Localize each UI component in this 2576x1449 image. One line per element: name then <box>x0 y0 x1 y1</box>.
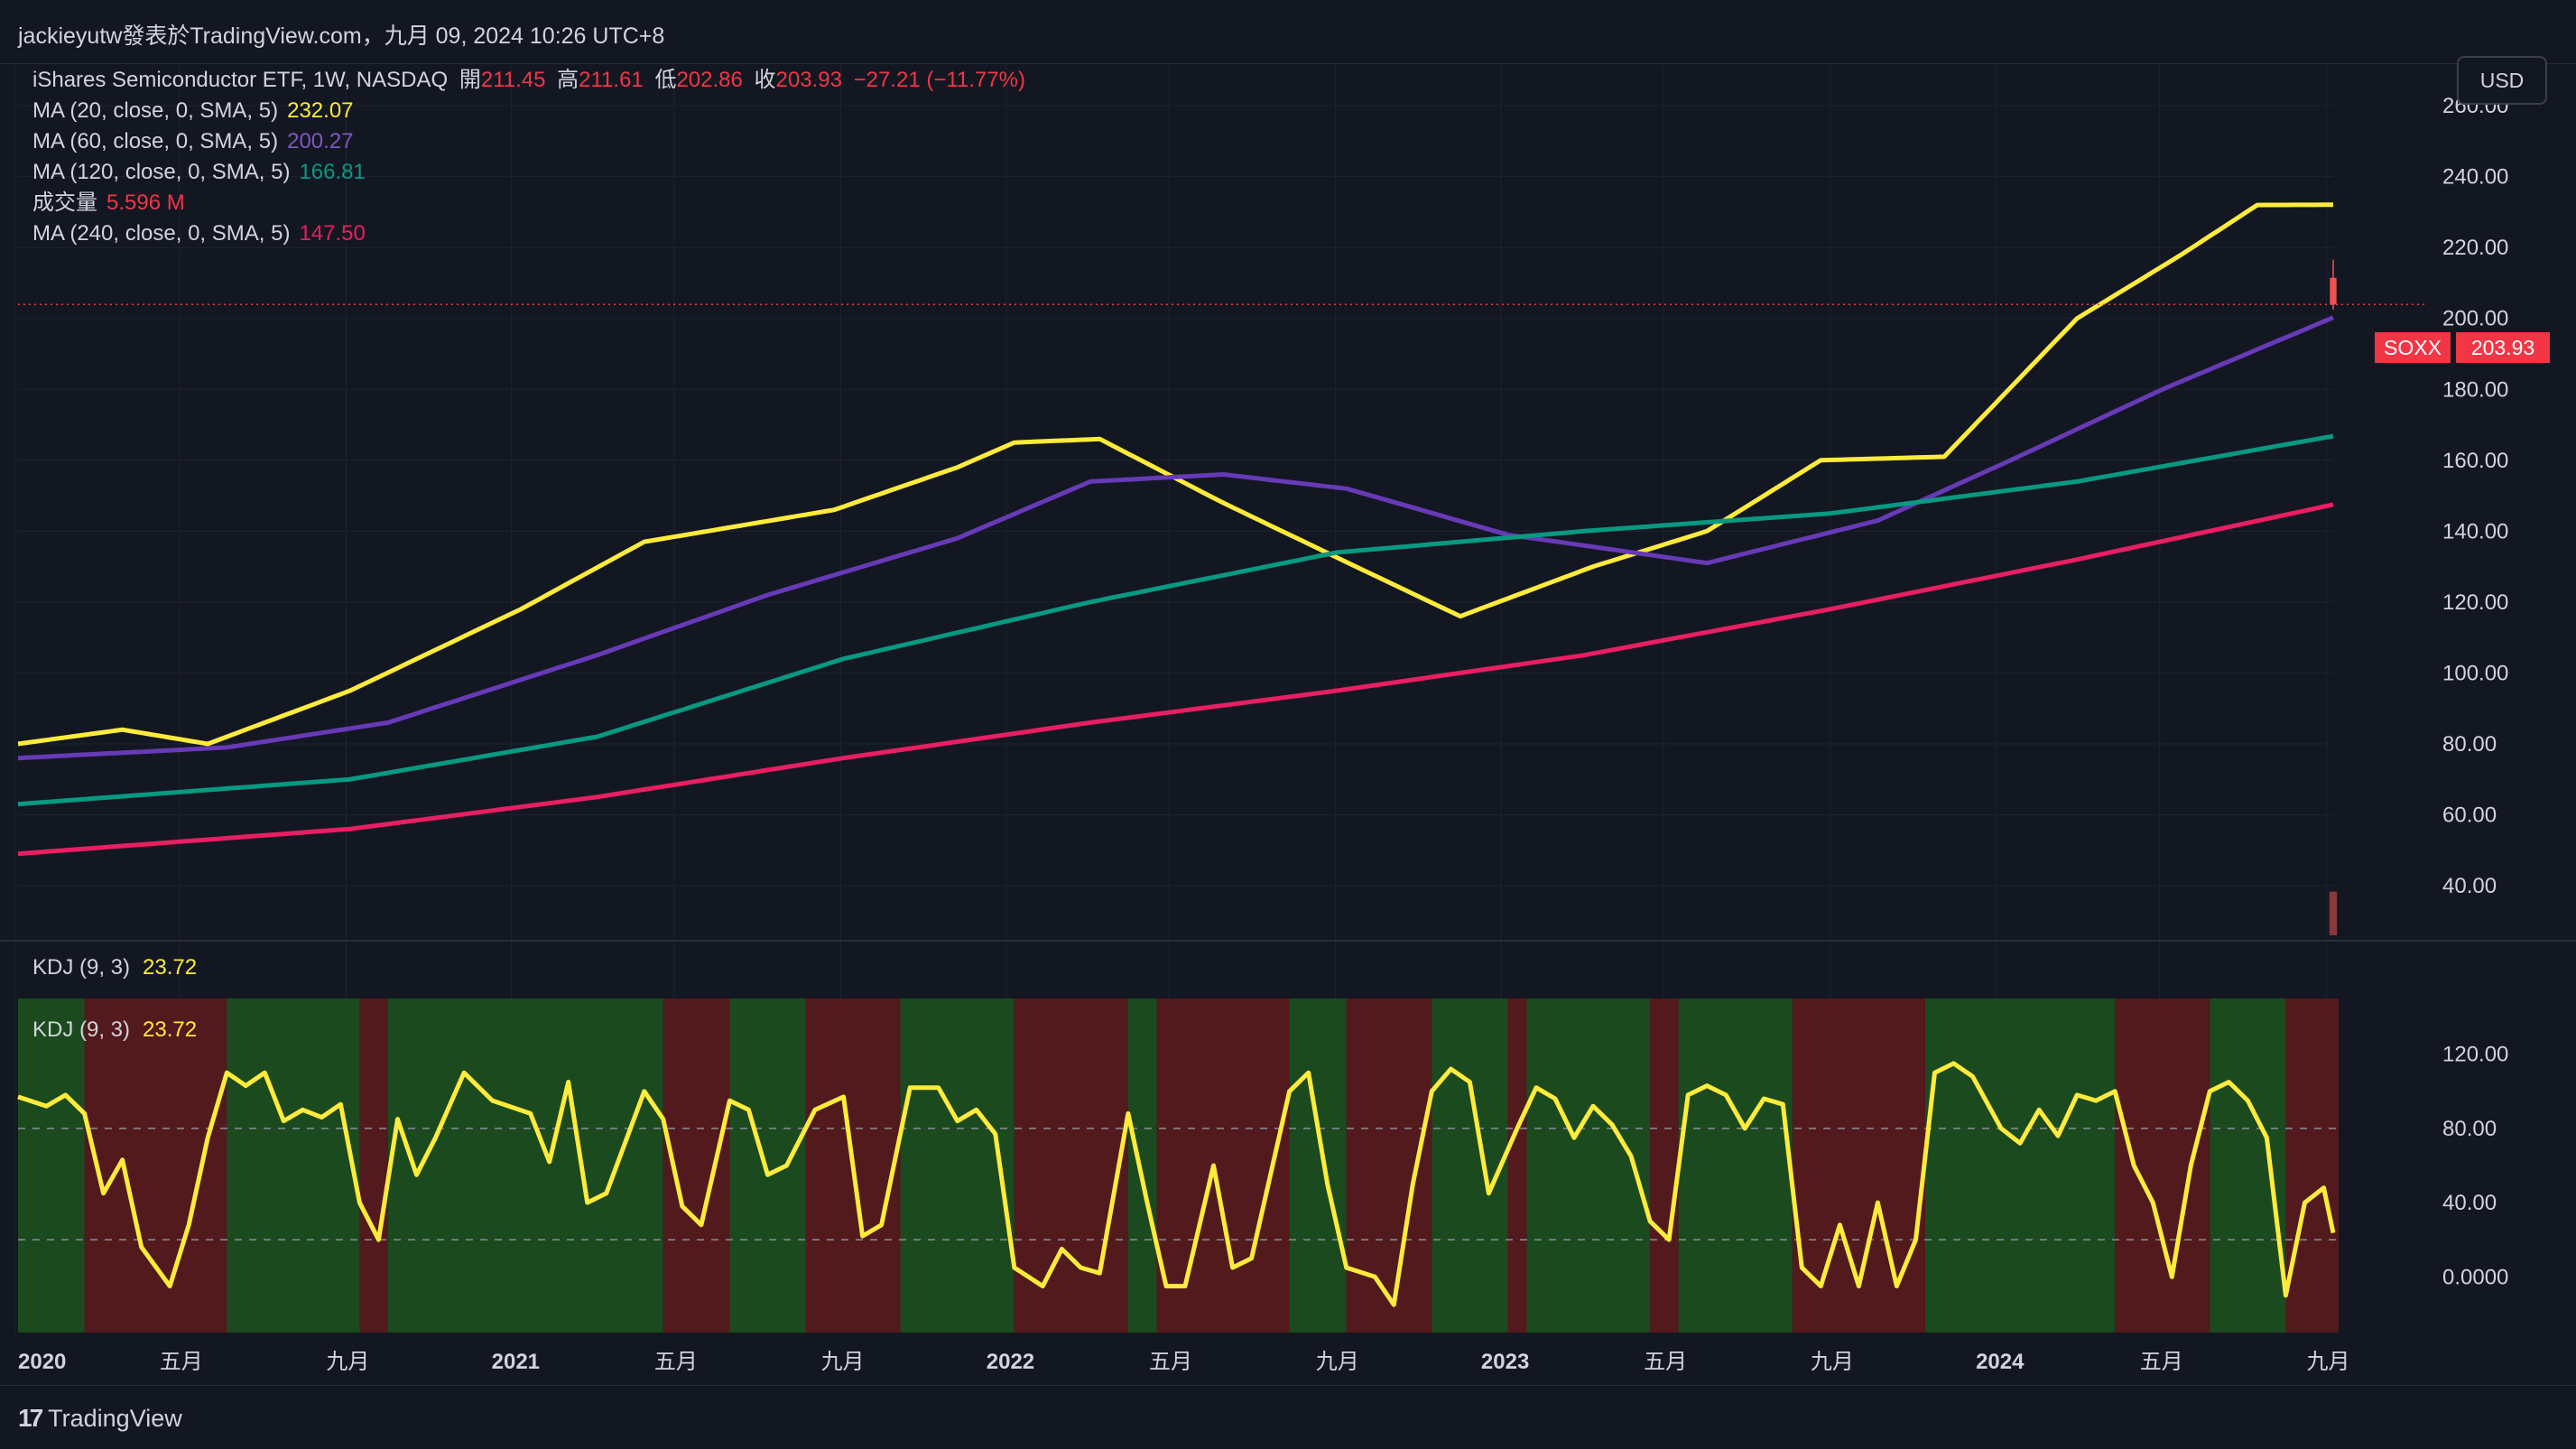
kdj-regime-band <box>1650 999 1679 1333</box>
kdj-regime-band <box>1289 999 1347 1333</box>
kdj-regime-band <box>900 999 1015 1333</box>
legend-ma20[interactable]: MA (20, close, 0, SMA, 5) 232.07 <box>32 98 354 123</box>
close-value: 203.93 <box>775 68 842 92</box>
kdj-background <box>18 999 2342 1333</box>
kdj-regime-band <box>359 999 388 1333</box>
ma120-value: 166.81 <box>299 160 366 184</box>
moving-average-lines <box>17 202 2334 857</box>
open-value: 211.45 <box>480 68 546 92</box>
price-tick-label: 200.00 <box>2442 307 2508 331</box>
time-tick-label: 2022 <box>987 1350 1034 1374</box>
time-tick-label: 五月 <box>1149 1350 1192 1374</box>
time-tick-label: 五月 <box>160 1350 203 1374</box>
price-tick-label: 240.00 <box>2442 165 2508 190</box>
kdj-line <box>17 1061 2336 1307</box>
time-tick-label: 2024 <box>1976 1350 2025 1374</box>
kdj-regime-band <box>1346 999 1432 1333</box>
kdj-regime-band <box>729 999 806 1333</box>
symbol-title: iShares Semiconductor ETF, 1W, NASDAQ <box>32 68 449 92</box>
volume-value: 5.596 M <box>107 190 185 215</box>
volume-bars <box>2329 891 2338 935</box>
price-tick-label: 180.00 <box>2442 377 2508 402</box>
last-price-tag: 203.93 <box>2456 332 2550 363</box>
currency-button[interactable]: USD <box>2457 56 2547 105</box>
ma240-value: 147.50 <box>299 221 366 246</box>
publisher-text: jackieyutw發表於TradingView.com，九月 09, 2024… <box>18 23 665 49</box>
time-tick-label: 九月 <box>2306 1350 2349 1374</box>
time-tick-label: 2020 <box>18 1350 66 1374</box>
ma20-value: 232.07 <box>287 98 354 123</box>
symbol-tag: SOXX <box>2375 332 2451 363</box>
legend-ma60[interactable]: MA (60, close, 0, SMA, 5) 200.27 <box>32 129 354 153</box>
time-tick-label: 五月 <box>2140 1350 2183 1374</box>
price-tick-label: 100.00 <box>2442 661 2508 685</box>
price-tick-label: 140.00 <box>2442 519 2508 543</box>
legend-ma240[interactable]: MA (240, close, 0, SMA, 5) 147.50 <box>32 221 366 246</box>
kdj-regime-band <box>2210 999 2286 1333</box>
kdj-regime-band <box>84 999 227 1333</box>
kdj-k-line <box>17 1061 2336 1307</box>
time-tick-label: 九月 <box>1316 1350 1359 1374</box>
low-value: 202.86 <box>676 68 743 92</box>
chart-legend: iShares Semiconductor ETF, 1W, NASDAQ 開2… <box>32 65 1025 249</box>
tradingview-logo[interactable]: 17 TradingView <box>18 1404 182 1433</box>
tradingview-wordmark: TradingView <box>48 1404 182 1432</box>
kdj-tick-label: 80.00 <box>2442 1117 2497 1141</box>
time-tick-label: 九月 <box>326 1350 369 1374</box>
time-tick-label: 2021 <box>492 1350 540 1374</box>
kdj-tick-label: 40.00 <box>2442 1191 2497 1215</box>
change-value: −27.21 (−11.77%) <box>853 68 1025 92</box>
kdj-regime-band <box>387 999 663 1333</box>
price-tick-label: 40.00 <box>2442 874 2497 898</box>
time-tick-label: 五月 <box>1644 1350 1687 1374</box>
price-tick-label: 80.00 <box>2442 732 2497 757</box>
ma-line-1 <box>17 202 2333 747</box>
kdj-inner-value: 23.72 <box>143 1017 198 1042</box>
kdj-regime-band <box>1526 999 1651 1333</box>
kdj-regime-band <box>1507 999 1527 1333</box>
kdj-regime-band <box>1014 999 1128 1333</box>
legend-volume[interactable]: 成交量 5.596 M <box>32 190 185 215</box>
candle-body <box>2330 277 2337 305</box>
legend-ma120[interactable]: MA (120, close, 0, SMA, 5) 166.81 <box>32 160 366 184</box>
kdj-regime-band <box>1156 999 1290 1333</box>
price-tick-label: 60.00 <box>2442 803 2497 827</box>
kdj-regime-band <box>1432 999 1508 1333</box>
price-tick-label: 160.00 <box>2442 449 2508 473</box>
kdj-regime-band <box>1678 999 1793 1333</box>
tradingview-icon: 17 <box>18 1404 43 1432</box>
time-tick-label: 2023 <box>1481 1350 1529 1374</box>
price-tick-label: 220.00 <box>2442 236 2508 260</box>
kdj-regime-band <box>2115 999 2210 1333</box>
price-tick-label: 120.00 <box>2442 590 2508 615</box>
volume-bar <box>2329 891 2338 935</box>
time-tick-label: 九月 <box>1811 1350 1854 1374</box>
ohlc-values: 開211.45 高211.61 低202.86 收203.93 −27.21 (… <box>459 68 1025 92</box>
legend-title-row: iShares Semiconductor ETF, 1W, NASDAQ 開2… <box>32 65 1025 96</box>
header-bar: jackieyutw發表於TradingView.com，九月 09, 2024… <box>0 0 2576 64</box>
ma-line-3 <box>17 433 2334 807</box>
ma-line-2 <box>17 315 2334 761</box>
high-value: 211.61 <box>579 68 644 92</box>
kdj-regime-band <box>1924 999 2116 1333</box>
kdj-regime-band <box>227 999 360 1333</box>
kdj-regime-band <box>1127 999 1157 1333</box>
price-candles <box>2330 259 2337 311</box>
ma-line-4 <box>17 502 2334 857</box>
kdj-value: 23.72 <box>143 955 198 980</box>
footer-bar: 17 TradingView <box>0 1385 2576 1449</box>
time-tick-label: 五月 <box>654 1350 698 1374</box>
kdj-regime-band <box>18 999 85 1333</box>
time-tick-label: 九月 <box>821 1350 865 1374</box>
kdj-pane-title[interactable]: KDJ (9, 3) 23.72 <box>32 955 198 980</box>
ma60-value: 200.27 <box>287 129 354 153</box>
kdj-tick-label: 0.0000 <box>2442 1265 2508 1289</box>
kdj-tick-label: 120.00 <box>2442 1043 2508 1067</box>
kdj-regime-band <box>2285 999 2339 1333</box>
kdj-inner-title: KDJ (9, 3) 23.72 <box>32 1017 198 1042</box>
